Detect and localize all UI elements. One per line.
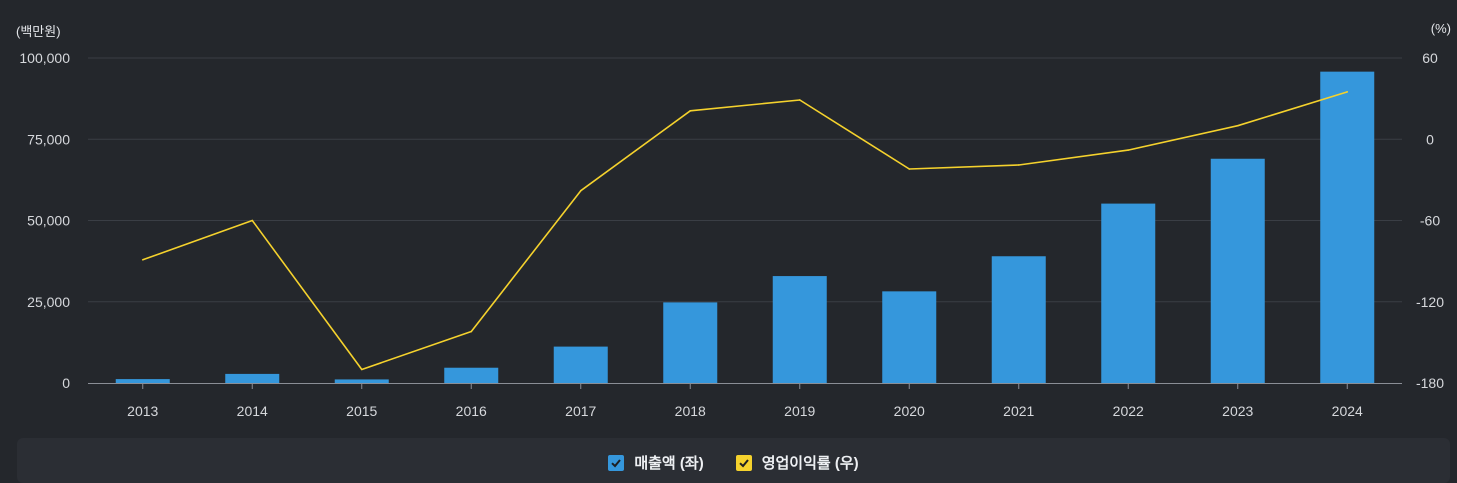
bar	[115, 379, 170, 383]
checkbox-checked-icon[interactable]	[608, 454, 625, 471]
line-series	[141, 91, 1349, 371]
legend-label: 매출액 (좌)	[634, 455, 704, 472]
y-right-tick-label: 0	[1426, 131, 1434, 147]
line-point	[579, 189, 582, 192]
axes: 0 25,000 50,000 75,000 100,000 -180 -120 -60 0 60…	[19, 50, 1444, 419]
x-tick-label: 2019	[784, 403, 815, 419]
bar	[772, 276, 827, 383]
y-right-tick-label: 60	[1422, 50, 1438, 66]
y-right-tick-label: -180	[1416, 375, 1444, 391]
bar	[334, 379, 389, 383]
x-tick-label: 2014	[237, 403, 268, 419]
bar-series	[115, 71, 1375, 384]
line-point	[908, 168, 911, 170]
x-tick-label: 2016	[456, 403, 487, 419]
bar	[1101, 203, 1156, 383]
x-tick-label: 2015	[346, 403, 377, 419]
line-point	[1017, 164, 1020, 166]
grid-lines	[88, 57, 1402, 303]
bar	[991, 256, 1046, 383]
line-point	[251, 219, 254, 222]
y-left-tick-label: 50,000	[27, 213, 70, 229]
bar	[553, 346, 608, 383]
line-path	[142, 91, 1348, 371]
x-tick-label: 2013	[127, 403, 158, 419]
bar	[663, 302, 718, 383]
legend-label: 영업이익률 (우)	[761, 455, 859, 472]
x-tick-label: 2020	[894, 403, 925, 419]
legend-item-operating-margin[interactable]: 영업이익률 (우)	[735, 452, 859, 473]
line-point	[1346, 91, 1349, 93]
line-point	[689, 110, 692, 112]
bar	[225, 373, 280, 383]
bar	[882, 291, 937, 383]
bar	[1320, 71, 1375, 384]
checkbox-checked-icon[interactable]	[735, 454, 752, 471]
line-point	[1127, 149, 1130, 151]
line-point	[141, 258, 144, 261]
line-point	[470, 330, 473, 333]
x-tick-label: 2022	[1113, 403, 1144, 419]
y-left-tick-label: 75,000	[27, 131, 70, 147]
x-tick-label: 2017	[565, 403, 596, 419]
legend: 매출액 (좌) 영업이익률 (우)	[17, 438, 1450, 483]
x-tick-label: 2023	[1222, 403, 1253, 419]
line-point	[798, 99, 801, 101]
x-tick-label: 2021	[1003, 403, 1034, 419]
y-right-tick-label: -120	[1416, 294, 1444, 310]
y-left-tick-label: 100,000	[19, 50, 70, 66]
right-axis-unit: (%)	[1430, 21, 1451, 36]
bar	[444, 367, 499, 383]
y-left-tick-label: 25,000	[27, 294, 70, 310]
x-tick-label: 2018	[675, 403, 706, 419]
combo-chart: 0 25,000 50,000 75,000 100,000 -180 -120 -60 0 60…	[19, 50, 1444, 419]
bar	[1210, 158, 1265, 383]
line-point	[360, 368, 363, 371]
y-right-tick-label: -60	[1420, 213, 1440, 229]
line-point	[1236, 124, 1239, 127]
x-tick-label: 2024	[1332, 403, 1363, 419]
y-left-tick-label: 0	[62, 375, 70, 391]
left-axis-unit: (백만원)	[16, 24, 61, 39]
legend-item-sales[interactable]: 매출액 (좌)	[608, 452, 704, 473]
